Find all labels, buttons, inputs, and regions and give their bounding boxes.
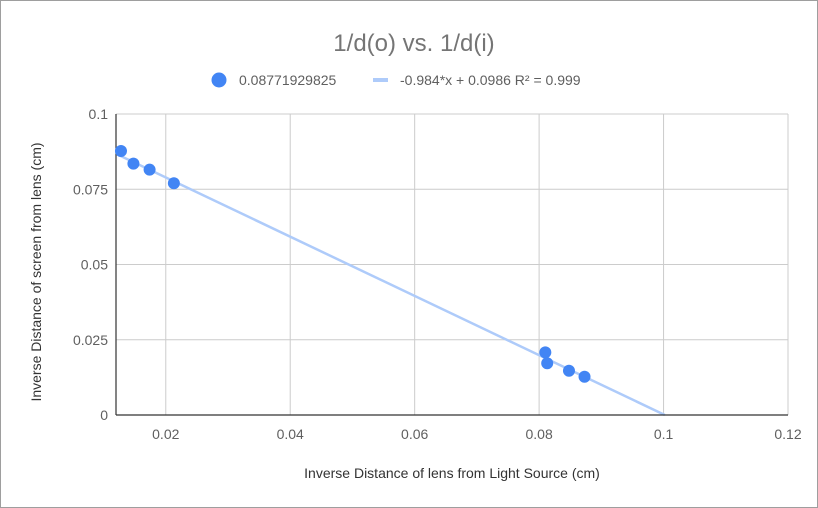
legend-marker-series	[211, 72, 227, 88]
y-tick-label: 0	[100, 407, 108, 423]
data-points	[114, 145, 591, 383]
x-tick-label: 0.02	[152, 426, 179, 442]
legend-label-series: 0.08771929825	[239, 72, 337, 88]
y-tick-label: 0.05	[81, 257, 108, 273]
data-point	[562, 364, 575, 377]
data-point	[127, 157, 140, 170]
y-tick-label: 0.1	[89, 106, 109, 122]
y-tick-labels: 0 0.025 0.05 0.075 0.1	[73, 106, 108, 423]
data-point	[578, 370, 591, 383]
legend-marker-trendline	[373, 78, 388, 82]
y-axis-label: Inverse Distance of screen from lens (cm…	[28, 142, 44, 401]
x-tick-label: 0.08	[525, 426, 552, 442]
x-tick-label: 0.04	[277, 426, 304, 442]
x-tick-labels: 0.02 0.04 0.06 0.08 0.1 0.12	[152, 426, 802, 442]
x-axis-label: Inverse Distance of lens from Light Sour…	[304, 465, 600, 481]
legend: 0.08771929825 -0.984*x + 0.0986 R² = 0.9…	[211, 72, 581, 88]
chart-title: 1/d(o) vs. 1/d(i)	[333, 30, 494, 57]
x-tick-label: 0.06	[401, 426, 428, 442]
data-point	[167, 177, 180, 190]
y-tick-label: 0.075	[73, 181, 108, 197]
legend-label-trendline: -0.984*x + 0.0986 R² = 0.999	[400, 72, 581, 88]
y-tick-label: 0.025	[73, 332, 108, 348]
gridlines	[116, 113, 789, 415]
x-tick-label: 0.1	[654, 426, 674, 442]
x-tick-label: 0.12	[774, 426, 801, 442]
data-point	[541, 357, 554, 370]
data-point	[539, 346, 552, 359]
axes	[115, 114, 788, 416]
data-point	[114, 145, 127, 158]
data-point	[143, 163, 156, 176]
